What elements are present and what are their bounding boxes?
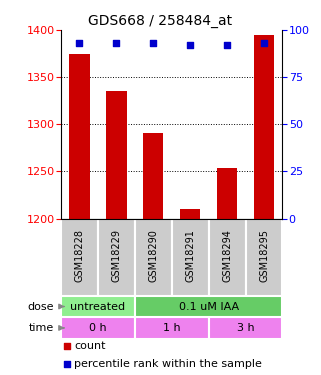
Text: time: time — [29, 323, 54, 333]
Text: GSM18290: GSM18290 — [148, 229, 158, 282]
Bar — [143, 133, 163, 219]
Text: percentile rank within the sample: percentile rank within the sample — [74, 359, 262, 369]
Text: 0.1 uM IAA: 0.1 uM IAA — [178, 302, 239, 312]
Bar — [61, 219, 98, 296]
Text: 3 h: 3 h — [237, 323, 254, 333]
Point — [187, 42, 193, 48]
Bar — [246, 219, 282, 296]
Bar — [69, 54, 90, 219]
Bar — [135, 219, 172, 296]
Bar — [135, 317, 209, 339]
Text: untreated: untreated — [70, 302, 126, 312]
Text: GDS668 / 258484_at: GDS668 / 258484_at — [89, 13, 232, 28]
Text: 1 h: 1 h — [163, 323, 180, 333]
Bar — [61, 296, 135, 317]
Text: GSM18294: GSM18294 — [222, 229, 232, 282]
Point — [114, 40, 119, 46]
Text: count: count — [74, 341, 106, 351]
Bar — [180, 209, 200, 219]
Text: GSM18291: GSM18291 — [185, 229, 195, 282]
Bar — [61, 317, 135, 339]
Text: 0 h: 0 h — [89, 323, 107, 333]
Text: GSM18228: GSM18228 — [74, 229, 84, 282]
Bar — [217, 168, 237, 219]
Bar — [98, 219, 135, 296]
Point — [261, 40, 266, 46]
Bar — [254, 35, 274, 219]
Bar — [172, 219, 209, 296]
Text: GSM18295: GSM18295 — [259, 229, 269, 282]
Bar — [209, 219, 246, 296]
Point — [64, 361, 69, 367]
Bar — [135, 296, 282, 317]
Point — [224, 42, 230, 48]
Point — [151, 40, 156, 46]
Bar — [209, 317, 282, 339]
Point — [64, 343, 69, 349]
Bar — [106, 91, 126, 219]
Point — [77, 40, 82, 46]
Text: GSM18229: GSM18229 — [111, 229, 121, 282]
Text: dose: dose — [28, 302, 54, 312]
